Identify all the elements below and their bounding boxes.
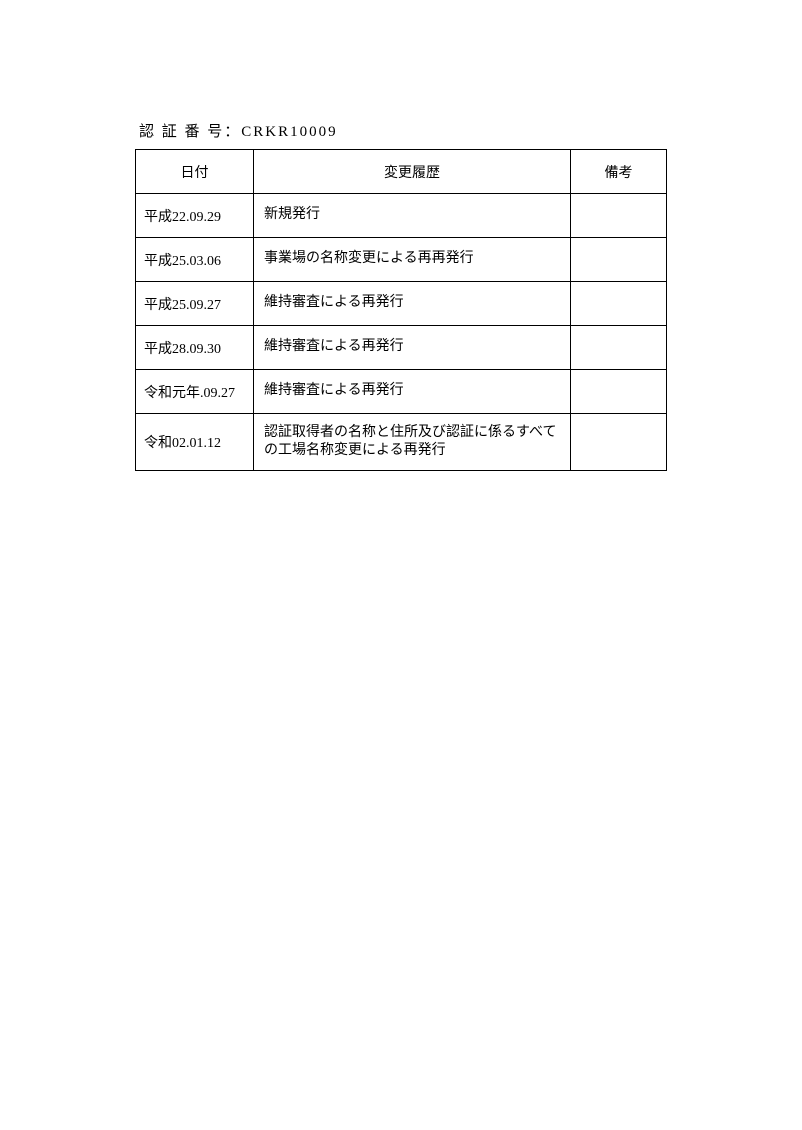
col-header-remarks: 備考 [571,150,667,194]
col-header-date: 日付 [136,150,254,194]
cell-date: 平成22.09.29 [136,194,254,238]
cell-remarks [571,238,667,282]
cell-date: 平成25.03.06 [136,238,254,282]
table-row: 平成25.09.27 維持審査による再発行 [136,282,667,326]
table-row: 令和02.01.12 認証取得者の名称と住所及び認証に係るすべての工場名称変更に… [136,414,667,471]
table-header-row: 日付 変更履歴 備考 [136,150,667,194]
table-row: 平成25.03.06 事業場の名称変更による再再発行 [136,238,667,282]
history-table: 日付 変更履歴 備考 平成22.09.29 新規発行 平成25.03.06 事業… [135,149,667,471]
cell-remarks [571,414,667,471]
cell-history: 維持審査による再発行 [254,370,571,414]
col-header-history: 変更履歴 [254,150,571,194]
table-row: 令和元年.09.27 維持審査による再発行 [136,370,667,414]
cell-history: 維持審査による再発行 [254,326,571,370]
cell-date: 平成28.09.30 [136,326,254,370]
cell-history: 事業場の名称変更による再再発行 [254,238,571,282]
cell-history: 維持審査による再発行 [254,282,571,326]
cell-date: 平成25.09.27 [136,282,254,326]
cell-history: 認証取得者の名称と住所及び認証に係るすべての工場名称変更による再発行 [254,414,571,471]
cell-remarks [571,370,667,414]
cell-date: 令和元年.09.27 [136,370,254,414]
document-page: 認 証 番 号：CRKR10009 日付 変更履歴 備考 平成22.09.29 … [0,0,802,471]
cell-history: 新規発行 [254,194,571,238]
cell-remarks [571,282,667,326]
table-row: 平成22.09.29 新規発行 [136,194,667,238]
table-row: 平成28.09.30 維持審査による再発行 [136,326,667,370]
cell-remarks [571,194,667,238]
cell-date: 令和02.01.12 [136,414,254,471]
cell-remarks [571,326,667,370]
certification-number: 認 証 番 号：CRKR10009 [135,120,667,141]
